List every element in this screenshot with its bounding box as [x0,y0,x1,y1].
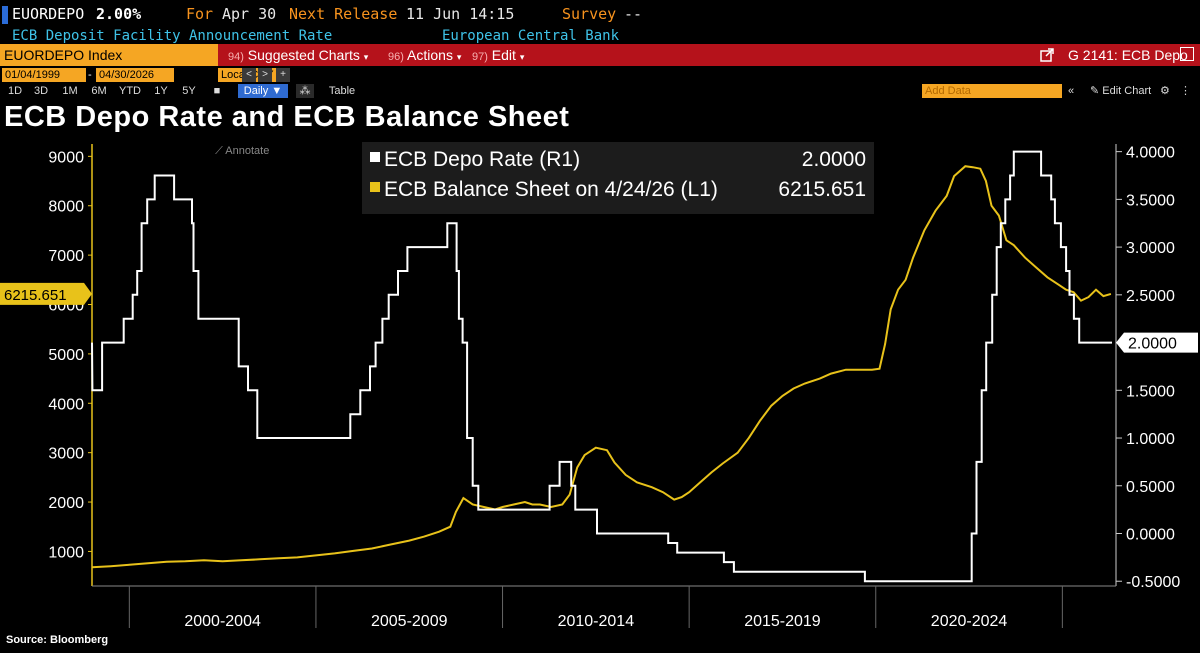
suggested-charts-number: 94) [228,51,244,63]
edit-icon: ✎ [1090,85,1100,97]
for-date: Apr 30 [222,5,277,23]
right-tick-label: 3.5000 [1126,192,1175,209]
balance-sheet-line [91,165,1112,569]
source-note: Source: Bloomberg [6,634,109,646]
period-ytd[interactable]: YTD [119,85,141,97]
source-organization: European Central Bank [442,28,620,44]
suggested-charts-label: Suggested Charts [247,47,360,63]
chart-name: G 2141: ECB Depo [1068,47,1188,63]
left-tick-label: 9000 [48,149,84,166]
dropdown-arrow-icon: ▾ [519,52,525,62]
actions-label: Actions [407,47,453,63]
x-tick-label: 2000-2004 [184,613,261,630]
legend-value: 6215.651 [778,178,866,201]
x-tick-label: 2005-2009 [371,613,448,630]
more-options-icon[interactable]: ⋮ [1180,85,1191,97]
edit-chart-button[interactable]: ✎ Edit Chart [1090,83,1151,99]
security-field[interactable]: EUORDEPO Index [0,44,218,66]
right-tick-label: 1.5000 [1126,383,1175,400]
window-option-icon[interactable] [1180,47,1194,61]
survey-label: Survey [562,5,617,23]
left-tick-label: 1000 [48,544,84,561]
chevron-down-icon: ▼ [271,85,283,97]
export-icon[interactable] [1040,44,1054,66]
depo-callout-label: 2.0000 [1128,336,1177,353]
legend-swatch [370,152,380,162]
security-header: EUORDEPO 2.00% For Apr 30 Next Release 1… [0,0,1200,28]
edit-menu[interactable]: 97) Edit ▾ [472,44,524,68]
left-tick-label: 8000 [48,199,84,216]
x-tick-label: 2015-2019 [744,613,821,630]
left-tick-label: 4000 [48,396,84,413]
period-3d[interactable]: 3D [33,85,49,97]
add-data-input[interactable]: Add Data [922,84,1062,98]
legend-swatch [370,182,380,192]
x-tick-label: 2020-2024 [931,613,1008,630]
frequency-label: Daily [243,85,269,97]
period-6m[interactable]: 6M [91,85,107,97]
forward-arrow-icon[interactable]: > [258,68,272,82]
edit-label: Edit [491,47,516,63]
ticker-symbol[interactable]: EUORDEPO [12,5,85,23]
right-tick-label: -0.5000 [1126,574,1180,591]
date-separator: - [88,69,92,81]
depo-callout-box [1116,332,1198,353]
suggested-charts-menu[interactable]: 94) Suggested Charts ▾ [228,44,368,68]
period-1m[interactable]: 1M [62,85,78,97]
actions-number: 96) [388,51,404,63]
dropdown-arrow-icon: ▾ [456,52,462,62]
right-tick-label: 2.5000 [1126,288,1175,305]
period-toolbar: 1D 3D 1M 6M YTD 1Y 5Y ■ Daily ▼ ⁂ Table … [0,83,1200,99]
actions-menu[interactable]: 96) Actions ▾ [388,44,461,68]
description-bar: ECB Deposit Facility Announcement Rate E… [0,26,1200,46]
balance-callout-box [0,282,92,305]
balance-callout-label: 6215.651 [4,287,67,304]
annotate-label[interactable]: ⟋ Annotate [215,145,269,157]
current-value: 2.00% [96,5,142,23]
zoom-icon[interactable]: + [276,68,290,82]
left-tick-label: 7000 [48,248,84,265]
legend-label: ECB Depo Rate (R1) [384,148,580,171]
period-1d[interactable]: 1D [7,85,23,97]
dropdown-arrow-icon: ▾ [363,52,369,62]
period-5y[interactable]: 5Y [182,85,196,97]
end-date-input[interactable]: 04/30/2026 [96,68,174,82]
left-tick-label: 5000 [48,347,84,364]
period-1y[interactable]: 1Y [154,85,168,97]
edit-chart-label: Edit Chart [1102,85,1152,97]
date-controls: 01/04/1999 - 04/30/2026 Local CCY ▾ < > … [0,67,1200,83]
menu-bar: EUORDEPO Index 94) Suggested Charts ▾ 96… [0,44,1200,66]
right-tick-label: 1.0000 [1126,431,1175,448]
survey-value: -- [624,5,643,23]
back-arrow-icon[interactable]: < [242,68,256,82]
max-period-button[interactable]: ■ [213,85,221,97]
back-icon[interactable]: « [1068,85,1075,97]
table-button[interactable]: Table [328,85,356,97]
security-description: ECB Deposit Facility Announcement Rate [12,28,333,44]
header-marker [2,6,8,24]
right-tick-label: 3.0000 [1126,240,1175,257]
next-release-date: 11 Jun 14:15 [406,5,515,23]
legend-value: 2.0000 [802,148,866,171]
frequency-select[interactable]: Daily ▼ [238,84,288,98]
right-tick-label: 0.0000 [1126,526,1175,543]
x-tick-label: 2010-2014 [558,613,635,630]
legend-box [362,142,874,214]
right-tick-label: 0.5000 [1126,479,1175,496]
left-tick-label: 2000 [48,495,84,512]
for-label: For [186,5,214,23]
next-release-label: Next Release [289,5,398,23]
chart-type-icon[interactable]: ⁂ [296,84,314,98]
depo-rate-line [91,150,1112,583]
right-tick-label: 4.0000 [1126,145,1175,162]
chart-title: ECB Depo Rate and ECB Balance Sheet [4,101,570,133]
chart-area[interactable]: 100020003000400050006000700080009000-0.5… [0,140,1200,634]
left-tick-label: 3000 [48,446,84,463]
start-date-input[interactable]: 01/04/1999 [2,68,86,82]
settings-gear-icon[interactable]: ⚙ [1160,85,1170,97]
legend-label: ECB Balance Sheet on 4/24/26 (L1) [384,178,718,201]
edit-number: 97) [472,51,488,63]
